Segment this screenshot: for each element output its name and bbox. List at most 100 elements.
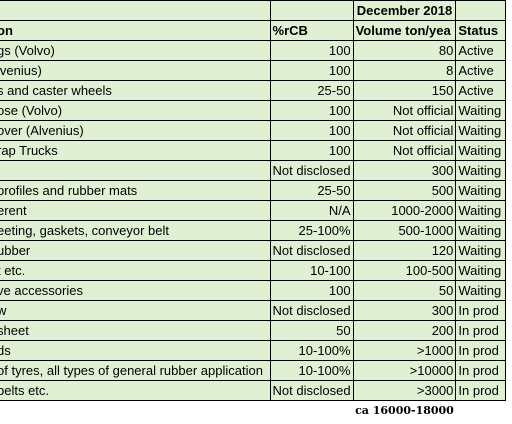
cell-application[interactable]: ubber — [0, 240, 271, 261]
total-cell-empty-rcb[interactable] — [270, 400, 354, 420]
cell-rcb[interactable]: 100 — [269, 120, 354, 141]
cell-status[interactable]: Active — [455, 60, 506, 81]
table-row: ds 10-100% >1000 In prod — [0, 340, 506, 361]
cell-volume[interactable]: Not official — [352, 140, 457, 161]
cell-application[interactable]: s and caster wheels — [0, 80, 271, 101]
cell-volume[interactable]: 500-1000 — [352, 220, 457, 241]
total-volume[interactable]: ca 16000-18000 — [353, 400, 456, 420]
cell-application[interactable]: ve accessories — [0, 280, 271, 301]
cell-rcb[interactable]: 10-100 — [269, 260, 354, 281]
cell-application[interactable]: of tyres, all types of general rubber ap… — [0, 360, 271, 381]
cell-status[interactable]: In prod — [455, 320, 506, 341]
total-row: ca 16000-18000 — [0, 400, 506, 420]
cell-application[interactable]: gs (Volvo) — [0, 40, 271, 61]
cell-volume[interactable]: >3000 — [352, 380, 457, 401]
table-row: profiles and rubber mats 25-50 500 Waiti… — [0, 180, 506, 201]
total-cell-empty-status[interactable] — [455, 400, 506, 420]
table-row: of tyres, all types of general rubber ap… — [0, 360, 506, 381]
table-row: t etc. 10-100 100-500 Waiting — [0, 260, 506, 281]
cell-volume[interactable]: 8 — [352, 60, 457, 81]
cell-application[interactable]: w — [0, 300, 271, 321]
cell-application[interactable]: ose (Volvo) — [0, 100, 271, 121]
cell-application[interactable] — [0, 160, 271, 181]
cell-application[interactable]: lvenius) — [0, 60, 271, 81]
cell-rcb[interactable]: Not disclosed — [269, 160, 354, 181]
month-label[interactable]: December 2018 — [352, 0, 457, 21]
cell-rcb[interactable]: 100 — [269, 60, 354, 81]
cell-application[interactable]: profiles and rubber mats — [0, 180, 271, 201]
cell-status[interactable]: Waiting — [455, 280, 506, 301]
cell-rcb[interactable]: 100 — [269, 140, 354, 161]
cell-rcb[interactable]: 25-50 — [269, 80, 354, 101]
table-row: Not disclosed 300 Waiting — [0, 160, 506, 181]
cell-volume[interactable]: 300 — [352, 300, 457, 321]
cell-rcb[interactable]: Not disclosed — [269, 380, 354, 401]
column-header-volume[interactable]: Volume ton/yea — [352, 20, 457, 41]
cell-rcb[interactable]: Not disclosed — [269, 300, 354, 321]
cell-volume[interactable]: 120 — [352, 240, 457, 261]
cell-rcb[interactable]: 100 — [269, 100, 354, 121]
cell-rcb[interactable]: 10-100% — [269, 340, 354, 361]
cell-rcb[interactable]: 25-100% — [269, 220, 354, 241]
cell-status[interactable]: Waiting — [455, 160, 506, 181]
cell-rcb[interactable]: 25-50 — [269, 180, 354, 201]
cell-volume[interactable]: 150 — [352, 80, 457, 101]
table-row: ve accessories 100 50 Waiting — [0, 280, 506, 301]
table-row: lvenius) 100 8 Active — [0, 60, 506, 81]
cell-status[interactable]: In prod — [455, 360, 506, 381]
column-header-rcb[interactable]: %rCB — [269, 20, 354, 41]
cell-application[interactable]: t etc. — [0, 260, 271, 281]
cell-volume[interactable]: 50 — [352, 280, 457, 301]
cell-volume[interactable]: >10000 — [352, 360, 457, 381]
cell-status[interactable]: Active — [455, 40, 506, 61]
header-row-columns: on %rCB Volume ton/yea Status — [0, 20, 506, 41]
table-row: erent N/A 1000-2000 Waiting — [0, 200, 506, 221]
cell-status[interactable]: In prod — [455, 340, 506, 361]
header-cell-empty[interactable] — [0, 0, 271, 21]
cell-status[interactable]: Waiting — [455, 140, 506, 161]
cell-volume[interactable]: 200 — [352, 320, 457, 341]
cell-application[interactable]: over (Alvenius) — [0, 120, 271, 141]
cell-rcb[interactable]: 50 — [269, 320, 354, 341]
table-row: belts etc. Not disclosed >3000 In prod — [0, 380, 506, 401]
cell-status[interactable]: Waiting — [455, 240, 506, 261]
cell-volume[interactable]: 80 — [352, 40, 457, 61]
cell-status[interactable]: Waiting — [455, 200, 506, 221]
cell-status[interactable]: Waiting — [455, 220, 506, 241]
cell-application[interactable]: eeting, gaskets, conveyor belt — [0, 220, 271, 241]
cell-volume[interactable]: Not official — [352, 120, 457, 141]
cell-application[interactable]: belts etc. — [0, 380, 271, 401]
cell-rcb[interactable]: 100 — [269, 40, 354, 61]
column-header-status[interactable]: Status — [455, 20, 506, 41]
cell-status[interactable]: Waiting — [455, 120, 506, 141]
cell-application[interactable]: erent — [0, 200, 271, 221]
cell-status[interactable]: Active — [455, 80, 506, 101]
column-header-application[interactable]: on — [0, 20, 271, 41]
table-row: ose (Volvo) 100 Not official Waiting — [0, 100, 506, 121]
table-row: sheet 50 200 In prod — [0, 320, 506, 341]
cell-status[interactable]: In prod — [455, 300, 506, 321]
cell-application[interactable]: sheet — [0, 320, 271, 341]
cell-rcb[interactable]: 10-100% — [269, 360, 354, 381]
table-row: s and caster wheels 25-50 150 Active — [0, 80, 506, 101]
cell-status[interactable]: Waiting — [455, 180, 506, 201]
cell-status[interactable]: Waiting — [455, 260, 506, 281]
total-cell-empty[interactable] — [0, 400, 271, 420]
cell-volume[interactable]: 300 — [352, 160, 457, 181]
cell-volume[interactable]: 1000-2000 — [352, 200, 457, 221]
cell-status[interactable]: Waiting — [455, 100, 506, 121]
header-cell-empty-rcb[interactable] — [269, 0, 354, 21]
cell-application[interactable]: ds — [0, 340, 271, 361]
cell-volume[interactable]: 100-500 — [352, 260, 457, 281]
cell-volume[interactable]: Not official — [352, 100, 457, 121]
cell-application[interactable]: rap Trucks — [0, 140, 271, 161]
cell-status[interactable]: In prod — [455, 380, 506, 401]
header-cell-empty-status[interactable] — [455, 0, 506, 21]
cell-rcb[interactable]: 100 — [269, 280, 354, 301]
cell-volume[interactable]: 500 — [352, 180, 457, 201]
cell-volume[interactable]: >1000 — [352, 340, 457, 361]
cell-rcb[interactable]: N/A — [269, 200, 354, 221]
cell-rcb[interactable]: Not disclosed — [269, 240, 354, 261]
rcb-application-table: December 2018 on %rCB Volume ton/yea Sta… — [0, 0, 506, 420]
